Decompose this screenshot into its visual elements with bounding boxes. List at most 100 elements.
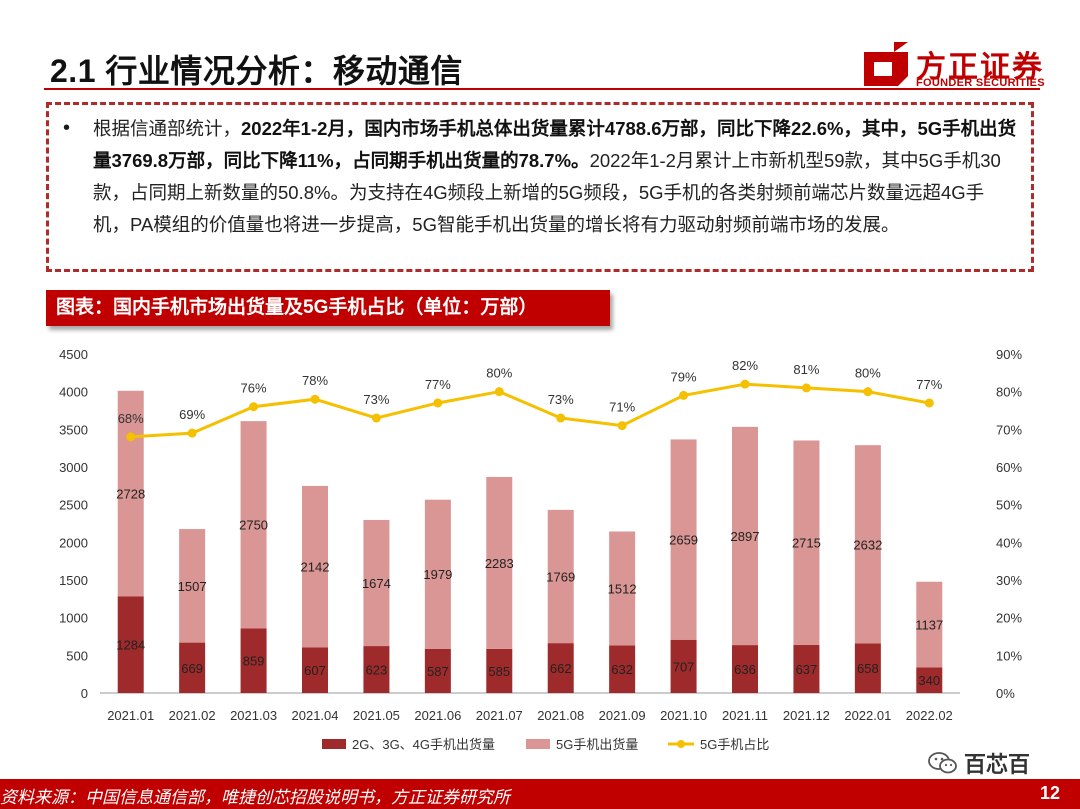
y-right-tick-label: 20% [996, 611, 1022, 626]
share-label: 80% [486, 366, 512, 381]
y-left-tick-label: 0 [81, 686, 88, 701]
bar-5g-label: 1769 [546, 569, 575, 584]
legend-label-4g: 2G、3G、4G手机出货量 [352, 737, 495, 752]
share-label: 69% [179, 407, 205, 422]
share-point [433, 398, 443, 408]
bar-4g-label: 637 [796, 662, 818, 677]
bar-5g [363, 519, 390, 647]
share-point [126, 432, 136, 442]
bar-5g [302, 485, 328, 648]
legend-marker-share [677, 740, 685, 748]
page-number: 12 [1040, 783, 1061, 803]
bar-4g-label: 632 [611, 662, 633, 677]
page-title: 2.1 行业情况分析：移动通信 [50, 53, 463, 89]
y-right-tick-label: 30% [996, 573, 1022, 588]
x-tick-label: 2021.02 [169, 708, 216, 723]
legend-swatch-5g [526, 739, 550, 749]
bar-5g-label: 1512 [608, 581, 637, 596]
legend-label-share: 5G手机占比 [700, 737, 769, 752]
summary-text-2: 2022年1-2月累计上市新机型59款，其中5G手机30款，占同期上新数量的50… [93, 150, 1001, 235]
bar-5g-label: 2750 [239, 518, 268, 533]
bar-4g [424, 648, 451, 693]
x-tick-label: 2021.08 [537, 708, 584, 723]
watermark: 百芯百 [928, 749, 1030, 777]
bar-4g [609, 645, 636, 693]
bar-5g [486, 476, 513, 649]
bar-4g-label: 859 [243, 654, 265, 669]
bar-4g [363, 646, 390, 693]
x-tick-label: 2021.11 [722, 708, 768, 723]
summary-text-1: 根据信通部统计， [93, 118, 242, 139]
y-left-tick-label: 1000 [59, 611, 88, 626]
share-label: 78% [302, 373, 328, 388]
x-tick-label: 2021.04 [292, 708, 339, 723]
bar-5g-label: 1137 [915, 618, 943, 633]
share-point [801, 383, 811, 393]
bar-5g-label: 2715 [792, 536, 821, 551]
share-point [924, 398, 934, 408]
bar-5g [117, 390, 144, 597]
bar-4g-label: 585 [488, 664, 510, 679]
share-label: 79% [671, 369, 697, 384]
x-tick-label: 2021.01 [107, 708, 154, 723]
y-left-tick-label: 3000 [59, 460, 88, 475]
bar-4g [547, 643, 574, 693]
x-tick-label: 2021.03 [230, 708, 277, 723]
bar-5g-label: 2142 [301, 560, 330, 575]
share-point [617, 421, 627, 431]
bar-5g [179, 529, 206, 643]
share-label: 77% [916, 377, 942, 392]
y-right-tick-label: 80% [996, 385, 1022, 400]
bar-4g [732, 645, 758, 693]
share-point [494, 387, 504, 397]
x-tick-label: 2021.05 [353, 708, 400, 723]
bar-5g [424, 499, 451, 649]
share-label: 77% [425, 377, 451, 392]
x-tick-label: 2021.06 [414, 708, 461, 723]
share-point [556, 413, 566, 423]
summary-paragraph: 根据信通部统计，2022年1-2月，国内市场手机总体出货量累计4788.6万部，… [93, 113, 1017, 241]
bar-4g [302, 647, 328, 693]
share-label: 82% [732, 358, 758, 373]
bar-4g [916, 667, 943, 693]
bar-4g-label: 658 [857, 661, 879, 676]
bar-5g-label: 1979 [423, 567, 452, 582]
x-tick-label: 2022.01 [844, 708, 891, 723]
bar-5g [240, 421, 267, 629]
y-left-tick-label: 2000 [59, 535, 88, 550]
watermark-text: 百芯百 [964, 752, 1031, 777]
y-right-tick-label: 0% [996, 686, 1015, 701]
bar-5g-label: 2897 [731, 529, 760, 544]
bar-5g-label: 2659 [669, 533, 698, 548]
legend-label-5g: 5G手机出货量 [556, 737, 638, 752]
legend-swatch-4g [322, 739, 346, 749]
bar-5g [670, 439, 697, 640]
bar-4g [117, 596, 144, 693]
summary-box: • 根据信通部统计，2022年1-2月，国内市场手机总体出货量累计4788.6万… [46, 102, 1034, 272]
y-right-tick-label: 10% [996, 648, 1022, 663]
share-point [740, 379, 750, 389]
share-label: 73% [363, 392, 389, 407]
bar-4g [240, 628, 267, 693]
y-right-tick-label: 40% [996, 535, 1022, 550]
title-divider [44, 88, 1040, 90]
wechat-icon [928, 752, 957, 774]
company-logo: 方正证券 FOUNDER SECURITIES [864, 42, 1045, 92]
logo-mark-icon [864, 42, 908, 86]
share-label: 68% [118, 411, 144, 426]
bar-5g-label: 2283 [485, 556, 514, 571]
bar-4g-label: 662 [550, 661, 572, 676]
summary-text-bold: 2022年1-2月，国内市场手机总体出货量累计4788.6万部，同比下降22.6… [93, 118, 1017, 171]
y-left-tick-label: 500 [66, 648, 88, 663]
y-left-tick-label: 3500 [59, 422, 88, 437]
y-right-tick-label: 70% [996, 422, 1022, 437]
y-right-tick-label: 90% [996, 347, 1022, 362]
bar-5g [793, 440, 820, 646]
share-label: 80% [855, 366, 881, 381]
share-label: 73% [548, 392, 574, 407]
bar-5g-label: 2728 [116, 487, 145, 502]
share-label: 76% [241, 381, 267, 396]
x-tick-label: 2021.07 [476, 708, 523, 723]
y-left-tick-label: 2500 [59, 498, 88, 513]
share-label: 71% [609, 400, 635, 415]
